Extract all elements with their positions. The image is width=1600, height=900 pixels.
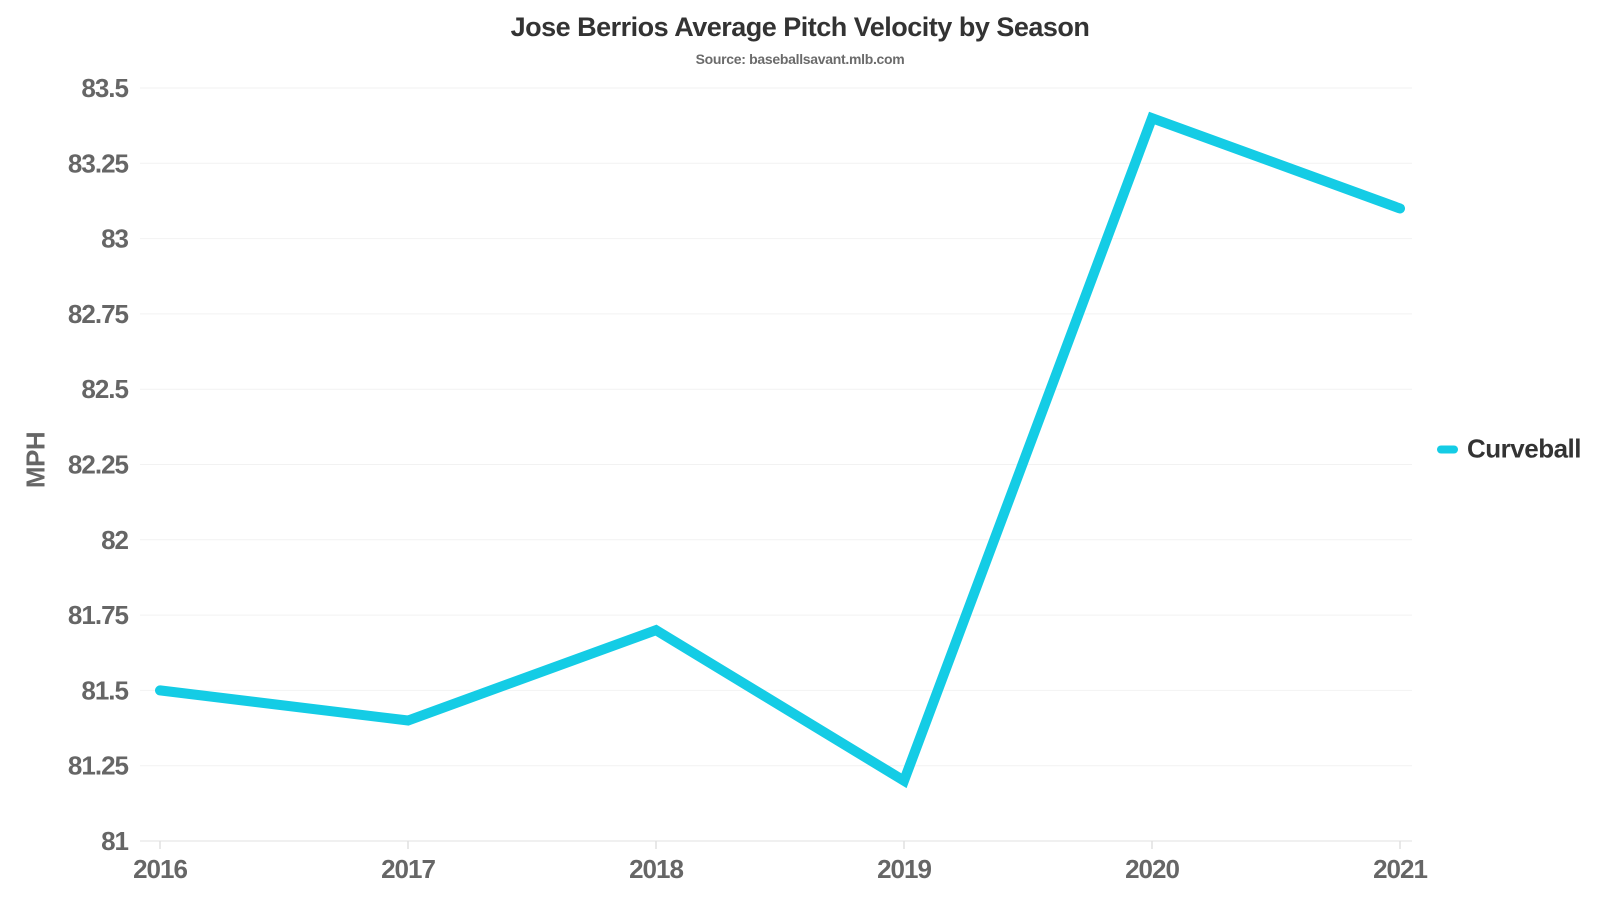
chart-title: Jose Berrios Average Pitch Velocity by S…	[510, 12, 1090, 42]
y-axis-tick-label: 81.5	[81, 675, 128, 705]
y-axis-tick-label: 81.75	[68, 600, 129, 630]
y-axis-tick-label: 82.25	[68, 450, 129, 480]
x-axis-tick-label: 2018	[629, 854, 683, 884]
y-axis-tick-label: 81	[101, 826, 128, 856]
legend: Curveball	[1437, 433, 1582, 465]
series-line-curveball	[155, 111, 1405, 789]
y-axis-tick-label: 82.5	[81, 374, 128, 404]
y-axis-tick-label: 83.5	[81, 73, 128, 103]
legend-swatch-icon	[1437, 445, 1458, 453]
x-axis-tick-label: 2019	[877, 854, 931, 884]
y-axis-tick-label: 82.75	[68, 299, 129, 329]
x-axis-tick-label: 2016	[133, 854, 187, 884]
y-axis-tick-label: 83	[101, 224, 128, 254]
chart-subtitle: Source: baseballsavant.mlb.com	[695, 51, 905, 67]
legend-series-label: Curveball	[1467, 433, 1582, 464]
x-axis-tick-label: 2021	[1373, 854, 1427, 884]
y-axis-tick-label: 81.25	[68, 751, 129, 781]
x-axis-tick-label: 2017	[381, 854, 435, 884]
y-axis-tick-label: 82	[101, 525, 128, 555]
x-axis-tick-label: 2020	[1125, 854, 1179, 884]
y-axis-tick-label: 83.25	[68, 148, 129, 178]
